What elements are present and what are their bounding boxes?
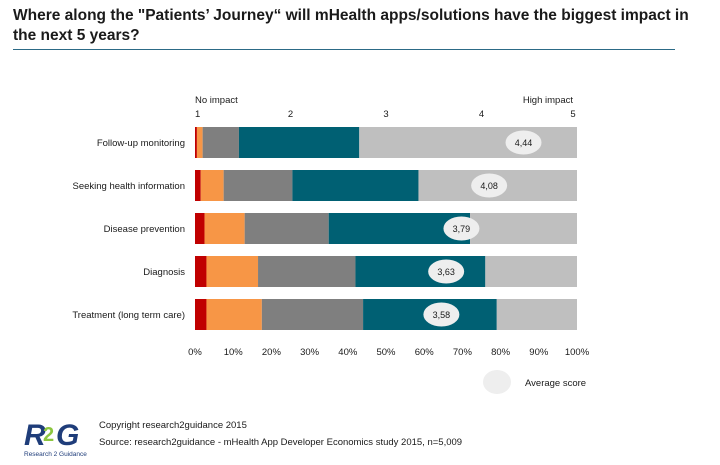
category-label: Disease prevention: [104, 224, 185, 235]
bar-segment-s2: [206, 299, 262, 330]
bar-segment-s3: [258, 256, 356, 287]
category-label: Treatment (long term care): [72, 310, 185, 321]
x-tick-label: 100%: [565, 347, 590, 358]
logo-letter-r: R: [24, 419, 46, 452]
source-note: Source: research2guidance - mHealth App …: [99, 437, 463, 448]
scale-label-high: High impact: [523, 95, 574, 106]
bar-segment-s2: [204, 213, 245, 244]
average-score-label: 4,08: [480, 181, 498, 191]
average-score-label: 4,44: [515, 138, 533, 148]
bar-segment-s3: [244, 213, 329, 244]
bar-segment-s4: [238, 127, 360, 158]
scale-tick-label: 2: [288, 109, 293, 120]
scale-label-low: No impact: [195, 95, 238, 106]
average-score-bubble: [423, 302, 460, 327]
bar-segment-s4: [292, 170, 419, 201]
bar-segment-s1: [195, 256, 207, 287]
category-label: Diagnosis: [143, 267, 185, 278]
average-score-bubble: [443, 216, 480, 241]
category-label: Seeking health information: [73, 181, 186, 192]
x-tick-label: 10%: [224, 347, 244, 358]
average-score-bubble: [471, 173, 508, 198]
average-score-bubble: [428, 259, 465, 284]
x-tick-label: 0%: [188, 347, 202, 358]
logo-letter-g: G: [56, 419, 79, 452]
bar-segment-s1: [195, 127, 197, 158]
x-tick-label: 20%: [262, 347, 282, 358]
average-score-label: 3,63: [437, 267, 455, 277]
scale-tick-label: 3: [383, 109, 388, 120]
x-tick-label: 40%: [338, 347, 358, 358]
logo-tagline: Research 2 Guidance: [24, 451, 87, 458]
bar-segment-s1: [195, 299, 207, 330]
average-score-label: 3,58: [433, 310, 451, 320]
x-tick-label: 70%: [453, 347, 473, 358]
scale-tick-label: 1: [195, 109, 200, 120]
x-tick-label: 90%: [529, 347, 549, 358]
scale-tick-label: 4: [479, 109, 484, 120]
average-score-label: 3,79: [453, 224, 471, 234]
bar-segment-s3: [223, 170, 293, 201]
bar-segment-s1: [195, 170, 201, 201]
x-tick-label: 80%: [491, 347, 511, 358]
copyright-note: Copyright research2guidance 2015: [99, 420, 247, 431]
logo-digit-2: 2: [43, 424, 54, 446]
research2guidance-logo: R 2 G Research 2 Guidance: [24, 419, 87, 458]
bar-segment-s5: [485, 256, 577, 287]
bar-segment-s5: [470, 213, 577, 244]
bar-segment-s2: [196, 127, 203, 158]
bar-segment-s2: [206, 256, 259, 287]
legend-average-swatch: [483, 370, 511, 394]
category-label: Follow-up monitoring: [97, 138, 185, 149]
bar-segment-s3: [202, 127, 239, 158]
average-score-bubble: [505, 130, 542, 155]
title-divider: [13, 49, 675, 50]
bar-segment-s2: [200, 170, 224, 201]
x-tick-label: 50%: [376, 347, 396, 358]
legend-average-label: Average score: [525, 378, 586, 389]
chart-title: Where along the "Patients’ Journey“ will…: [13, 7, 689, 44]
bar-segment-s4: [355, 256, 486, 287]
bar-segment-s3: [261, 299, 364, 330]
bar-segment-s5: [359, 127, 577, 158]
x-tick-label: 60%: [415, 347, 435, 358]
x-tick-label: 30%: [300, 347, 320, 358]
stacked-bar-chart: No impact High impact 1 2 3 4 5 Follow-up monit…: [72, 95, 590, 394]
scale-tick-label: 5: [570, 109, 575, 120]
bar-segment-s1: [195, 213, 205, 244]
bar-segment-s5: [496, 299, 577, 330]
